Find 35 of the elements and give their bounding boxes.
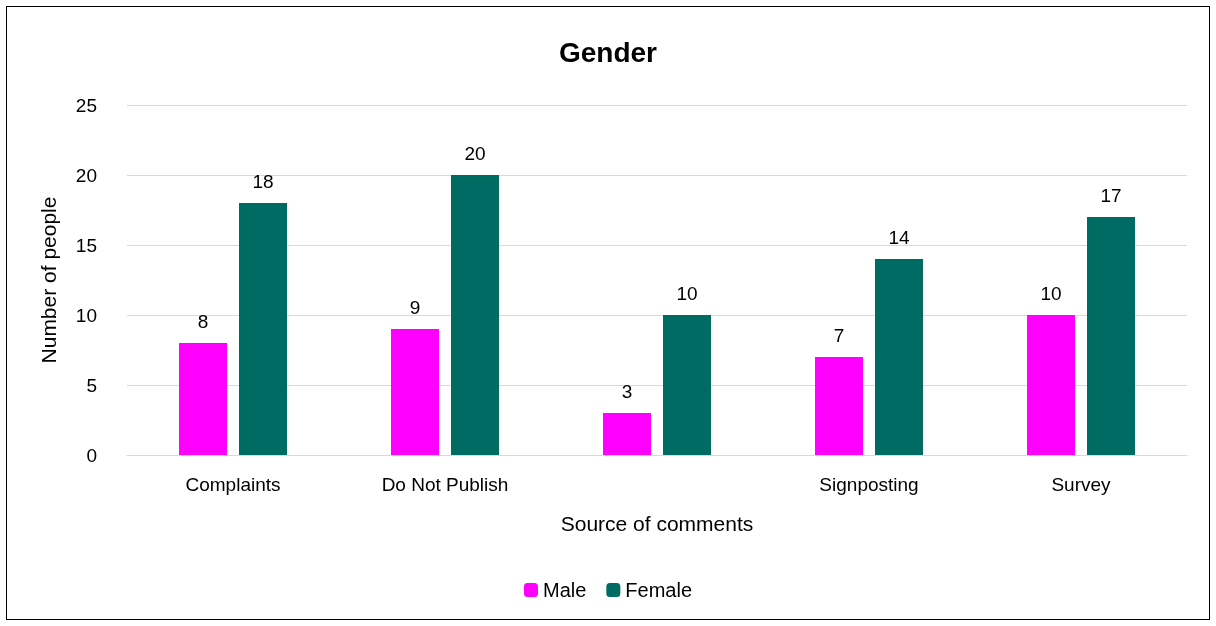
legend-label: Female xyxy=(625,579,693,601)
chart-title: Gender xyxy=(558,36,658,68)
y-tick-label: 15 xyxy=(75,234,97,256)
bar xyxy=(179,343,227,455)
data-label: 14 xyxy=(888,227,910,248)
y-tick-label: 25 xyxy=(75,94,97,116)
bar xyxy=(815,357,863,455)
x-axis-title: Source of comments xyxy=(560,512,754,535)
y-axis-title: Number of people xyxy=(37,196,60,364)
x-tick-label: Complaints xyxy=(185,474,281,495)
data-label: 10 xyxy=(676,283,698,304)
data-label: 20 xyxy=(464,143,486,164)
bar xyxy=(663,315,711,455)
data-label: 3 xyxy=(621,381,633,402)
data-label: 18 xyxy=(252,171,274,192)
legend-label: Male xyxy=(542,579,587,601)
data-label: 17 xyxy=(1100,185,1122,206)
data-label: 8 xyxy=(197,311,209,332)
bar xyxy=(603,413,651,455)
bar xyxy=(1027,315,1075,455)
x-tick-label: Signposting xyxy=(819,474,919,495)
bar xyxy=(1087,217,1135,455)
y-tick-label: 20 xyxy=(75,164,97,186)
bar xyxy=(451,175,499,455)
bar xyxy=(239,203,287,455)
y-tick-label: 10 xyxy=(75,304,97,326)
data-label: 9 xyxy=(409,297,421,318)
bar xyxy=(875,259,923,455)
y-tick-label: 0 xyxy=(86,444,97,466)
y-tick-label: 5 xyxy=(86,374,97,396)
x-tick-label: Do Not Publish xyxy=(381,474,509,495)
data-label: 10 xyxy=(1040,283,1062,304)
data-label: 7 xyxy=(833,325,845,346)
bar xyxy=(391,329,439,455)
x-tick-label: Survey xyxy=(1051,474,1112,495)
